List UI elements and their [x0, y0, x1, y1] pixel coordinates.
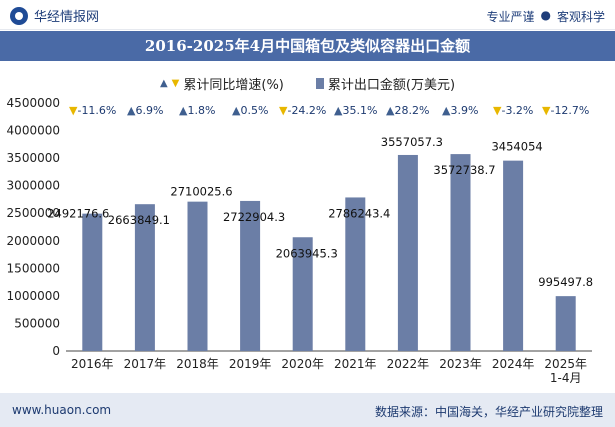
- y-tick-label: 1500000: [7, 261, 60, 275]
- bar: [240, 200, 261, 351]
- y-tick-label: 4500000: [7, 96, 60, 110]
- triangle-up-icon: ▲: [127, 104, 136, 117]
- bar-value-label: 2710025.6: [170, 185, 232, 199]
- triangle-up-icon: ▲: [442, 104, 451, 117]
- yoy-value: 6.9%: [135, 104, 164, 117]
- y-tick-label: 4000000: [7, 124, 60, 138]
- x-tick-label: 2020年: [281, 357, 324, 371]
- yoy-value: 35.1%: [342, 104, 378, 117]
- yoy-label: ▲1.8%: [179, 104, 215, 117]
- triangle-down-icon: ▼: [542, 104, 551, 117]
- legend-bar-swatch: [315, 78, 324, 89]
- logo-icon: [10, 6, 28, 25]
- yoy-label: ▼-12.7%: [542, 104, 589, 117]
- yoy-value: -3.2%: [501, 104, 534, 117]
- yoy-value: 1.8%: [187, 104, 216, 117]
- y-tick-label: 3500000: [7, 151, 60, 165]
- tagline: 专业严谨 ● 客观科学: [486, 8, 605, 25]
- legend-value-label: 累计出口金额(万美元): [327, 78, 456, 93]
- yoy-value: 3.9%: [450, 104, 479, 117]
- x-tick-label: 2023年: [439, 357, 482, 371]
- y-tick-label: 500000: [14, 316, 60, 330]
- triangle-down-icon: ▼: [279, 104, 288, 117]
- yoy-value: 28.2%: [394, 104, 430, 117]
- yoy-value: -24.2%: [287, 104, 327, 117]
- bar-value-label: 3572738.7: [433, 163, 495, 177]
- yoy-label: ▼-11.6%: [69, 104, 116, 117]
- yoy-label: ▼-24.2%: [279, 104, 326, 117]
- triangle-down-icon: ▼: [69, 104, 78, 117]
- triangle-up-icon: ▲: [159, 78, 168, 89]
- triangle-up-icon: ▲: [334, 104, 343, 117]
- bar: [82, 213, 103, 351]
- x-tick-label: 2024年: [492, 357, 535, 371]
- bar-chart: 0 500000 1000000 1500000 2000000 2500000 30000…: [7, 96, 594, 385]
- y-tick-label: 1000000: [7, 289, 60, 303]
- chart-legend: ▲ ▼ 累计同比增速(%) 累计出口金额(万美元): [0, 74, 615, 93]
- bar-value-label: 3454054: [491, 140, 542, 154]
- x-tick-label: 2022年: [387, 357, 430, 371]
- yoy-label: ▲35.1%: [334, 104, 377, 117]
- chart-title: 2016-2025年4月中国箱包及类似容器出口金额: [0, 31, 615, 61]
- top-bar: 华经情报网 专业严谨 ● 客观科学: [0, 0, 615, 30]
- y-tick-label: 0: [52, 344, 60, 358]
- bar-value-label: 995497.8: [538, 275, 593, 289]
- bar-value-label: 2492176.6: [47, 207, 109, 221]
- yoy-value: -11.6%: [77, 104, 117, 117]
- bar: [450, 154, 471, 351]
- triangle-up-icon: ▲: [179, 104, 188, 117]
- x-tick-label: 1-4月: [550, 371, 582, 385]
- x-tick-label: 2018年: [176, 357, 219, 371]
- footer: www.huaon.com 数据来源：中国海关，华经产业研究院整理: [0, 393, 615, 427]
- yoy-value: 0.5%: [240, 104, 269, 117]
- bar-value-label: 3557057.3: [381, 135, 443, 149]
- yoy-label: ▲0.5%: [232, 104, 268, 117]
- bar-value-label: 2786243.4: [328, 206, 390, 220]
- tagline-left: 专业严谨: [486, 10, 535, 24]
- bar: [397, 154, 418, 351]
- brand[interactable]: 华经情报网: [10, 6, 99, 25]
- yoy-label: ▼-3.2%: [493, 104, 533, 117]
- bar: [292, 237, 313, 351]
- yoy-label: ▲3.9%: [442, 104, 478, 117]
- y-tick-label: 2000000: [7, 234, 60, 248]
- triangle-up-icon: ▲: [232, 104, 241, 117]
- yoy-row: ▼-11.6% ▲6.9% ▲1.8% ▲0.5% ▼-24.2% ▲35.1% ▲28.2…: [0, 104, 615, 120]
- x-tick-label: 2019年: [229, 357, 272, 371]
- y-tick-label: 3000000: [7, 179, 60, 193]
- triangle-down-icon: ▼: [171, 78, 180, 89]
- legend-yoy: ▲ ▼ 累计同比增速(%): [160, 74, 284, 93]
- y-tick-label: 2500000: [7, 206, 60, 220]
- bar-value-label: 2663849.1: [108, 213, 170, 227]
- legend-value: 累计出口金额(万美元): [315, 74, 456, 93]
- legend-yoy-label: 累计同比增速(%): [183, 78, 284, 93]
- x-tick-label: 2016年: [71, 357, 114, 371]
- bar: [503, 160, 524, 351]
- x-tick-label: 2021年: [334, 357, 377, 371]
- bar: [345, 197, 366, 351]
- tagline-right: 客观科学: [556, 10, 605, 24]
- bar-value-label: 2722904.3: [223, 210, 285, 224]
- x-tick-label: 2017年: [124, 357, 167, 371]
- triangle-down-icon: ▼: [493, 104, 502, 117]
- site-name: 华经情报网: [34, 10, 100, 25]
- yoy-label: ▲6.9%: [127, 104, 163, 117]
- triangle-up-icon: ▲: [386, 104, 395, 117]
- footer-source: 数据来源：中国海关，华经产业研究院整理: [374, 405, 603, 419]
- yoy-value: -12.7%: [550, 104, 590, 117]
- footer-website[interactable]: www.huaon.com: [12, 403, 112, 417]
- bar-value-label: 2063945.3: [276, 246, 338, 260]
- yoy-label: ▲28.2%: [386, 104, 429, 117]
- bar: [187, 201, 208, 351]
- bar: [555, 296, 576, 351]
- bar: [134, 204, 155, 351]
- x-tick-label: 2025年: [544, 357, 587, 371]
- tagline-separator: ●: [540, 8, 551, 22]
